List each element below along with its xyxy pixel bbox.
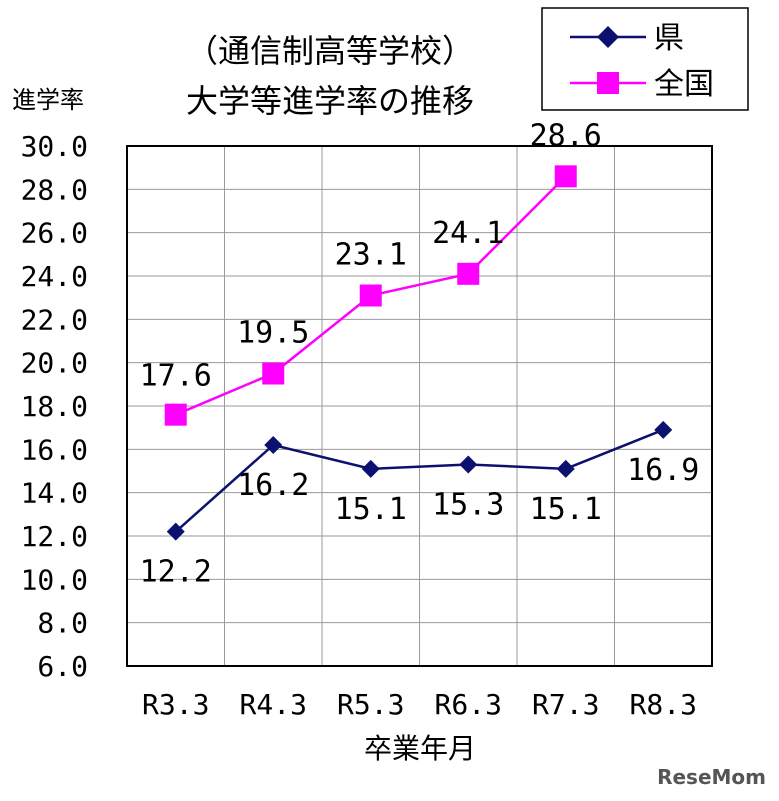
y-axis-ticks: 6.0 8.0 10.0 12.0 14.0 16.0 18.0 20.0 22.0 24.0 26… [21, 130, 88, 683]
y-tick-label: 12.0 [21, 520, 88, 553]
data-point-prefecture [654, 420, 673, 439]
data-label: 17.6 [140, 359, 212, 394]
data-label: 16.9 [627, 453, 699, 488]
data-point-prefecture [361, 459, 380, 478]
legend-marker-national [597, 72, 619, 94]
data-point-prefecture [166, 522, 185, 541]
data-point-national [164, 403, 187, 426]
data-point-prefecture [264, 436, 283, 454]
y-tick-label: 26.0 [21, 217, 88, 250]
watermark-logo: ReseMom [657, 765, 766, 789]
data-point-national [554, 165, 577, 188]
y-tick-label: 22.0 [21, 303, 88, 336]
y-tick-label: 24.0 [21, 260, 88, 293]
data-label: 15.1 [335, 492, 407, 527]
data-point-prefecture [459, 455, 478, 474]
data-label: 28.6 [530, 118, 602, 153]
legend-label-national: 全国 [654, 67, 714, 102]
x-tick-label: R5.3 [337, 688, 404, 721]
chart-title-line1: （通信制高等学校） [186, 32, 474, 70]
grid [127, 145, 712, 667]
y-tick-label: 30.0 [21, 130, 88, 163]
x-tick-label: R3.3 [142, 688, 209, 721]
y-tick-label: 18.0 [21, 390, 88, 423]
series-line-0 [174, 428, 664, 533]
legend-marker-prefecture [597, 26, 619, 48]
data-point-prefecture [556, 459, 575, 478]
y-tick-label: 16.0 [21, 433, 88, 466]
legend-label-prefecture: 県 [654, 21, 684, 56]
y-tick-label: 6.0 [37, 650, 88, 683]
chart-title-line2: 大学等進学率の推移 [186, 82, 474, 120]
y-tick-label: 20.0 [21, 347, 88, 380]
x-tick-label: R6.3 [435, 688, 502, 721]
data-label: 12.2 [140, 555, 212, 590]
legend: 県 全国 [541, 7, 749, 111]
y-tick-label: 28.0 [21, 173, 88, 206]
y-tick-label: 14.0 [21, 477, 88, 510]
x-tick-label: R7.3 [532, 688, 599, 721]
data-point-national [359, 284, 382, 307]
x-tick-label: R8.3 [630, 688, 697, 721]
data-point-national [262, 362, 285, 385]
data-label: 19.5 [237, 316, 309, 351]
x-axis-ticks: R3.3 R4.3 R5.3 R6.3 R7.3 R8.3 [142, 688, 697, 721]
y-tick-label: 8.0 [37, 607, 88, 640]
plot-frame [126, 145, 713, 667]
data-label: 24.1 [432, 216, 504, 251]
legend-box [541, 7, 749, 111]
data-point-national [457, 262, 480, 285]
x-tick-label: R4.3 [240, 688, 307, 721]
data-label: 23.1 [335, 238, 407, 273]
y-axis-label: 進学率 [12, 86, 84, 114]
series-layer: 12.2 16.2 15.1 15.3 15.1 16.9 17.6 19.5 23.1 24.1… [140, 118, 700, 589]
data-label: 15.1 [530, 492, 602, 527]
data-label: 15.3 [432, 488, 504, 523]
y-tick-label: 10.0 [21, 563, 88, 596]
data-label: 16.2 [237, 468, 309, 503]
x-axis-label: 卒業年月 [364, 732, 476, 765]
